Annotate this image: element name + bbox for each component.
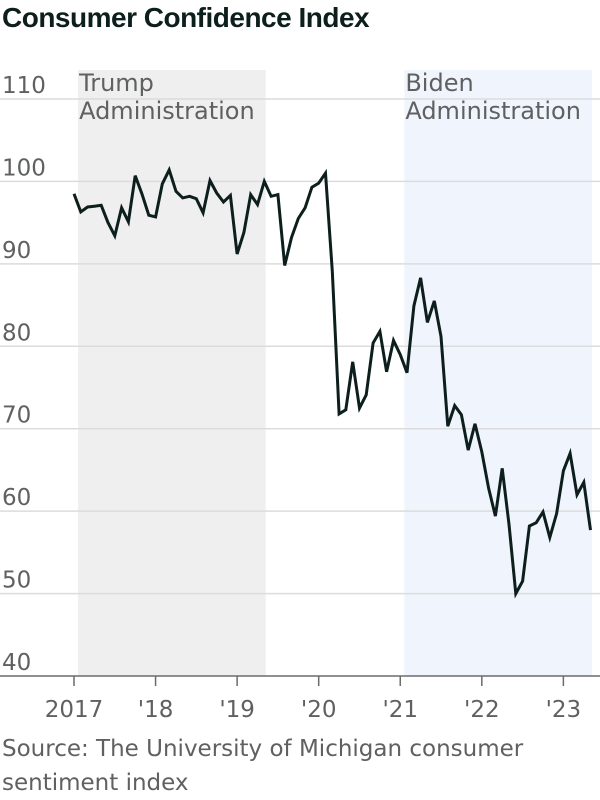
x-tick-label-2021: '21 [382,697,418,723]
x-tick-label-2022: '22 [464,697,500,723]
y-tick-label-50: 50 [2,568,31,594]
x-axis-ticks: 2017 '18 '19 '20 '21 '22 '23 [45,676,581,723]
series-layer [72,165,592,599]
y-tick-label-110: 110 [2,73,46,99]
band-label-1-line1: Biden [405,69,473,97]
y-axis-ticks: 40 50 60 70 80 90 100 110 [2,73,46,676]
x-tick-label-2018: '18 [138,697,174,723]
band-1 [404,70,592,676]
x-tick-label-2023: '23 [546,697,582,723]
band-0 [78,70,266,676]
y-tick-label-60: 60 [2,485,31,511]
x-tick-label-2020: '20 [301,697,337,723]
x-tick-label-2017: 2017 [45,697,104,723]
y-tick-label-70: 70 [2,403,31,429]
chart-title: Consumer Confidence Index [2,2,370,33]
administration-bands [78,70,592,676]
band-label-1-line2: Administration [405,97,581,125]
y-tick-label-40: 40 [2,650,31,676]
band-label-0-line2: Administration [79,97,255,125]
source-note: Source: The University of Michigan consu… [2,736,524,796]
band-label-0-line1: Trump [78,69,154,97]
series-line-0 [72,165,592,599]
x-tick-label-2019: '19 [219,697,255,723]
y-tick-label-100: 100 [2,155,46,181]
y-tick-label-80: 80 [2,320,31,346]
gridlines [0,98,600,677]
y-tick-label-90: 90 [2,238,31,264]
